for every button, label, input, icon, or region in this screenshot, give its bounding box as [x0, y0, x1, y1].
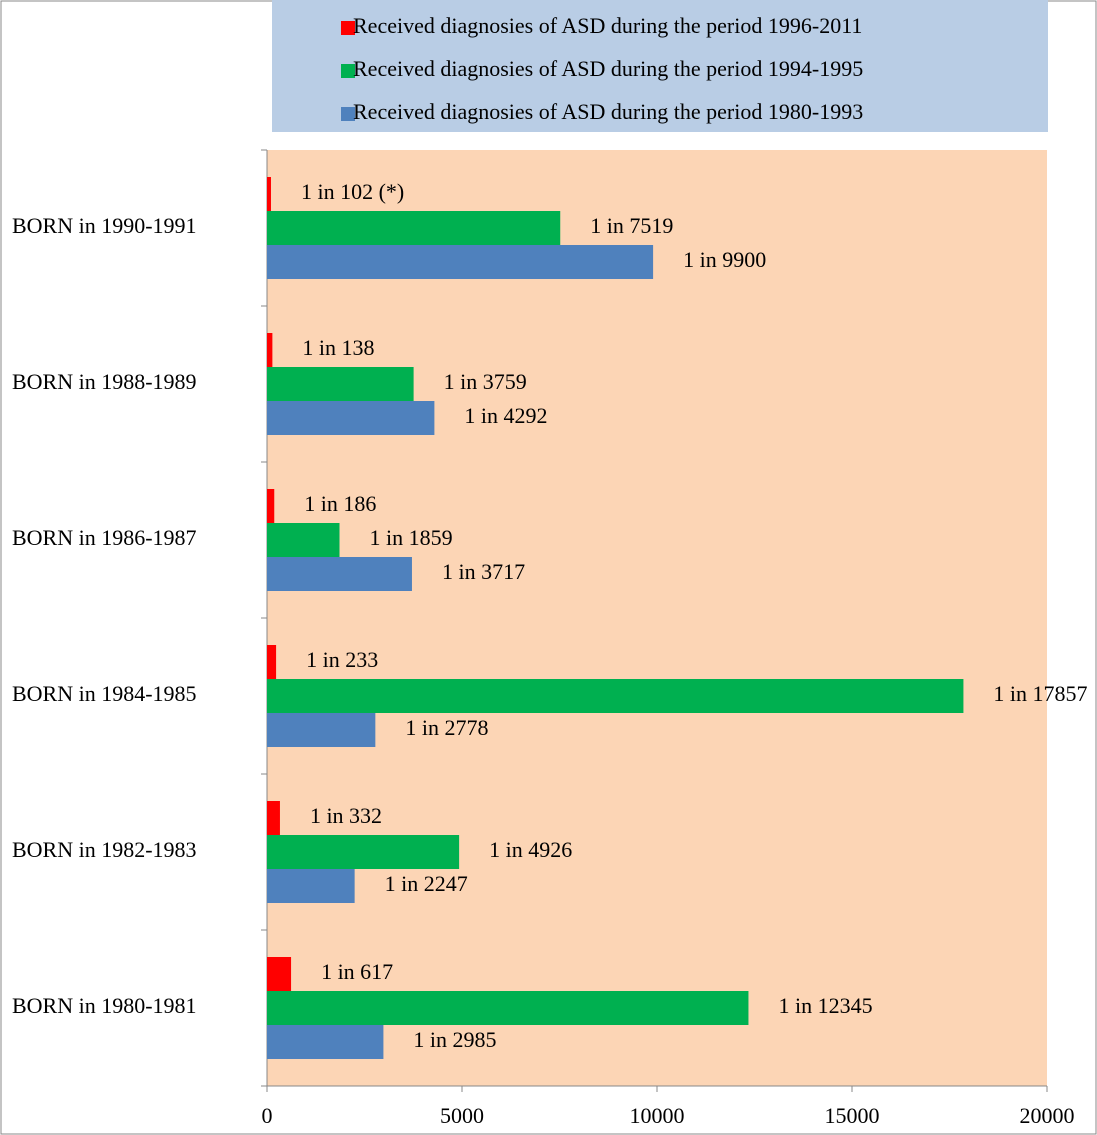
data-label: 1 in 617	[321, 959, 393, 984]
plot-area	[267, 150, 1047, 1086]
bar	[267, 801, 280, 835]
x-tick-label: 15000	[825, 1103, 880, 1128]
data-label: 1 in 17857	[993, 681, 1087, 706]
data-label: 1 in 2778	[405, 715, 488, 740]
bar	[267, 957, 292, 991]
category-label: BORN in 1984-1985	[12, 681, 197, 706]
bar	[267, 367, 414, 401]
bar	[267, 645, 277, 679]
category-label: BORN in 1982-1983	[12, 837, 197, 862]
legend-label: Received diagnosies of ASD during the pe…	[353, 99, 863, 124]
category-label: BORN in 1988-1989	[12, 369, 197, 394]
legend-label: Received diagnosies of ASD during the pe…	[353, 56, 863, 81]
bar	[267, 489, 275, 523]
legend-box	[272, 0, 1048, 132]
data-label: 1 in 138	[302, 335, 374, 360]
legend-swatch	[341, 21, 355, 35]
bar	[267, 557, 412, 591]
bar	[267, 1025, 384, 1059]
category-label: BORN in 1986-1987	[12, 525, 197, 550]
x-tick-label: 10000	[630, 1103, 685, 1128]
data-label: 1 in 4292	[464, 403, 547, 428]
data-label: 1 in 233	[306, 647, 378, 672]
data-label: 1 in 1859	[370, 525, 453, 550]
bar	[267, 835, 460, 869]
x-tick-label: 5000	[440, 1103, 484, 1128]
category-label: BORN in 1990-1991	[12, 213, 197, 238]
bar	[267, 333, 273, 367]
bar	[267, 401, 435, 435]
legend-swatch	[341, 64, 355, 78]
data-label: 1 in 186	[304, 491, 376, 516]
bar	[267, 679, 964, 713]
category-label: BORN in 1980-1981	[12, 993, 197, 1018]
x-tick-label: 20000	[1020, 1103, 1075, 1128]
bar	[267, 523, 340, 557]
bar	[267, 245, 654, 279]
bar	[267, 991, 749, 1025]
data-label: 1 in 102 (*)	[301, 179, 404, 204]
bar	[267, 713, 376, 747]
bar	[267, 211, 561, 245]
data-label: 1 in 332	[310, 803, 382, 828]
data-label: 1 in 2985	[413, 1027, 496, 1052]
data-label: 1 in 3717	[442, 559, 525, 584]
data-label: 1 in 7519	[590, 213, 673, 238]
bar	[267, 869, 355, 903]
legend-swatch	[341, 107, 355, 121]
data-label: 1 in 9900	[683, 247, 766, 272]
bar	[267, 177, 271, 211]
data-label: 1 in 3759	[444, 369, 527, 394]
data-label: 1 in 2247	[385, 871, 468, 896]
legend-label: Received diagnosies of ASD during the pe…	[353, 13, 862, 38]
x-tick-label: 0	[262, 1103, 273, 1128]
data-label: 1 in 4926	[489, 837, 572, 862]
data-label: 1 in 12345	[778, 993, 872, 1018]
